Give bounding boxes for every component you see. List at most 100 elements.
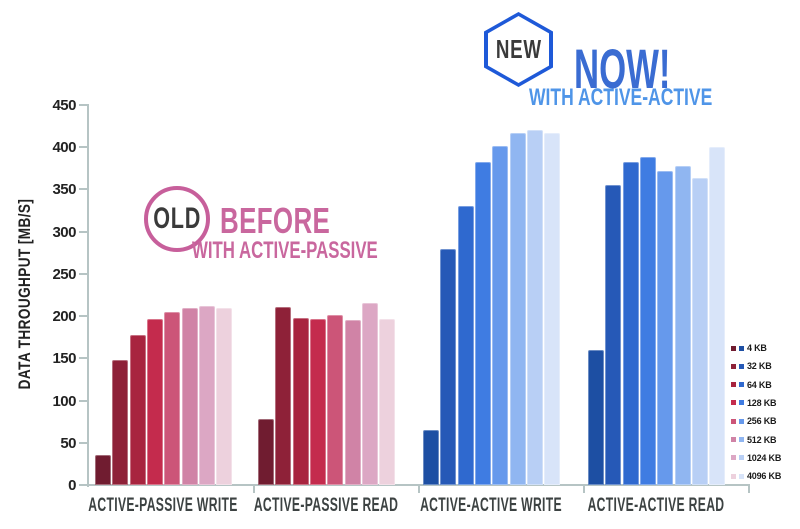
bar-active-active-write-64-kb: [457, 206, 474, 485]
bar-active-passive-write-4096-kb: [216, 307, 233, 485]
legend-swatch-passive: [731, 455, 736, 461]
bar-active-active-read-4096-kb: [709, 147, 726, 485]
x-axis-line: [80, 484, 750, 486]
now-title: NOW!: [574, 37, 671, 100]
bar-active-passive-read-4096-kb: [379, 319, 396, 485]
legend-swatch-passive: [731, 418, 736, 424]
legend-label: 32 KB: [747, 361, 772, 372]
legend-item-4-kb: 4 KB: [731, 343, 767, 353]
y-tick-150: [79, 357, 87, 360]
y-tick-label-300: 300: [52, 223, 76, 241]
bar-active-passive-write-512-kb: [181, 307, 198, 485]
bar-active-active-write-1024-kb: [526, 130, 543, 485]
y-tick-label-200: 200: [52, 308, 76, 326]
bar-active-active-read-4-kb: [588, 349, 604, 485]
legend-swatch-active: [739, 473, 744, 479]
y-axis-line: [87, 104, 89, 487]
before-title: BEFORE: [220, 200, 331, 241]
y-tick-300: [79, 230, 87, 233]
legend-swatch-active: [739, 363, 744, 369]
bar-active-active-write-4-kb: [423, 430, 439, 485]
group-label-active-passive-write: ACTIVE-PASSIVE WRITE: [88, 495, 238, 516]
legend-item-4096-kb: 4096 KB: [731, 471, 781, 481]
bar-active-active-read-1024-kb: [691, 178, 708, 485]
legend-label: 4096 KB: [747, 471, 782, 482]
old-badge: OLD: [144, 186, 210, 252]
x-tick-3: [748, 486, 750, 493]
legend-label: 128 KB: [747, 397, 777, 408]
legend-swatch-active: [739, 455, 744, 461]
bar-active-active-write-4096-kb: [544, 132, 561, 485]
y-tick-250: [79, 272, 87, 275]
bar-active-active-write-128-kb: [474, 162, 491, 485]
bar-active-active-read-512-kb: [674, 165, 691, 485]
legend-label: 256 KB: [747, 416, 777, 427]
y-tick-450: [79, 104, 87, 106]
x-tick-0: [253, 486, 255, 493]
bar-active-active-read-256-kb: [657, 170, 674, 485]
legend-item-512-kb: 512 KB: [731, 435, 777, 445]
bar-active-passive-read-1024-kb: [361, 302, 378, 485]
bar-active-passive-write-32-kb: [112, 360, 129, 485]
legend-label: 1024 KB: [747, 452, 782, 463]
legend-swatch-passive: [731, 400, 736, 406]
bar-active-active-write-32-kb: [440, 248, 457, 485]
legend-item-32-kb: 32 KB: [731, 361, 772, 371]
y-tick-350: [79, 188, 87, 191]
bar-active-passive-read-4-kb: [258, 419, 274, 485]
bar-active-passive-write-1024-kb: [198, 305, 215, 485]
y-tick-label-100: 100: [52, 392, 76, 410]
y-tick-label-50: 50: [60, 434, 76, 452]
legend-item-256-kb: 256 KB: [731, 416, 777, 427]
bar-active-passive-read-512-kb: [344, 320, 361, 485]
bar-active-passive-read-64-kb: [292, 317, 309, 485]
y-tick-label-450: 450: [52, 97, 76, 114]
bar-active-passive-write-256-kb: [164, 311, 181, 485]
legend-swatch-active: [739, 418, 744, 424]
group-label-active-active-write: ACTIVE-ACTIVE WRITE: [420, 495, 563, 516]
bar-active-passive-write-64-kb: [129, 334, 146, 485]
legend-swatch-passive: [731, 382, 736, 388]
bar-active-passive-read-32-kb: [275, 306, 292, 485]
legend-swatch-passive: [731, 473, 736, 479]
legend-swatch-active: [739, 345, 744, 351]
x-tick-1: [418, 486, 420, 493]
legend-label: 4 KB: [747, 343, 767, 353]
y-tick-200: [79, 315, 87, 318]
bar-active-active-write-256-kb: [492, 145, 509, 485]
x-tick-2: [583, 486, 585, 493]
bar-active-passive-read-128-kb: [309, 318, 326, 485]
group-label-active-active-read: ACTIVE-ACTIVE READ: [587, 495, 725, 516]
legend-swatch-passive: [731, 437, 736, 442]
y-tick-label-250: 250: [52, 265, 76, 283]
bar-active-active-read-64-kb: [622, 162, 639, 485]
y-tick-50: [79, 441, 87, 444]
new-badge: NEW: [484, 12, 553, 87]
bar-active-passive-write-128-kb: [146, 319, 163, 485]
legend-swatch-active: [739, 382, 744, 388]
legend-label: 64 KB: [747, 379, 772, 390]
bar-active-active-write-512-kb: [509, 132, 526, 485]
new-badge-inner: NEW: [488, 16, 549, 83]
y-tick-label-150: 150: [52, 350, 76, 368]
group-label-active-passive-read: ACTIVE-PASSIVE READ: [254, 495, 399, 516]
legend-swatch-passive: [731, 363, 736, 369]
legend-item-64-kb: 64 KB: [731, 380, 772, 390]
bar-active-active-read-128-kb: [639, 157, 656, 485]
legend-item-128-kb: 128 KB: [731, 397, 777, 408]
y-axis-title: DATA THROUGHPUT [MB/S]: [15, 198, 34, 390]
old-badge-label: OLD: [153, 202, 201, 235]
bar-active-active-read-32-kb: [605, 185, 622, 485]
bar-active-passive-read-256-kb: [327, 315, 344, 485]
now-subtitle: WITH ACTIVE-ACTIVE: [529, 84, 713, 111]
y-tick-label-350: 350: [52, 181, 76, 199]
y-tick-0: [79, 484, 87, 486]
y-tick-label-0: 0: [68, 477, 76, 494]
new-badge-label: NEW: [495, 34, 542, 64]
y-tick-label-400: 400: [52, 139, 76, 157]
bar-active-passive-write-4-kb: [95, 454, 111, 485]
y-tick-400: [79, 146, 87, 149]
before-subtitle: WITH ACTIVE-PASSIVE: [192, 237, 378, 264]
legend-swatch-active: [739, 437, 744, 442]
